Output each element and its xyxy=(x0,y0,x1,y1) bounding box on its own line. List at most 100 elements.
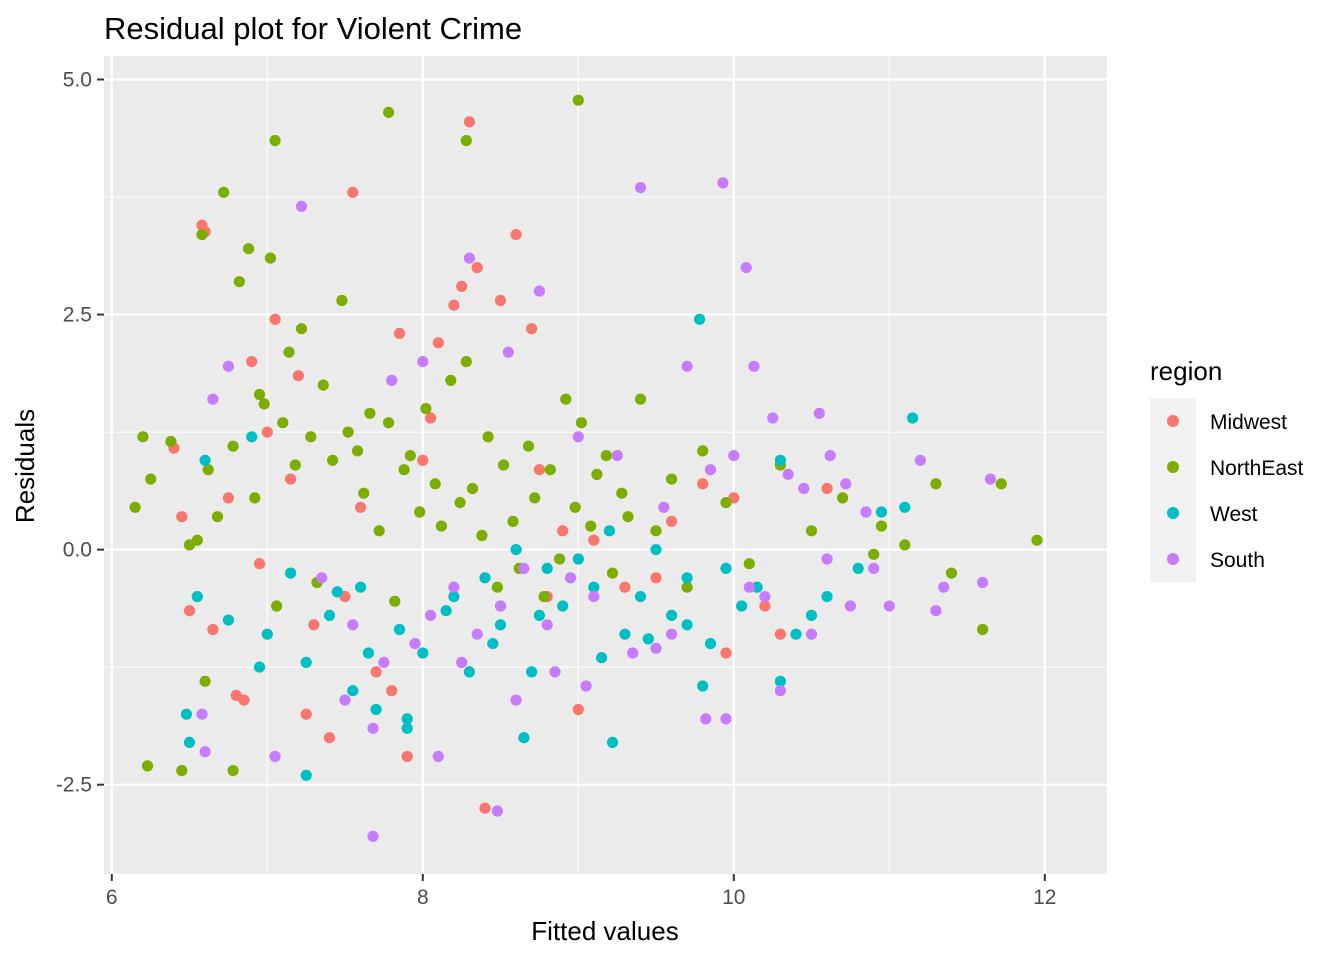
legend-label-northeast: NorthEast xyxy=(1210,457,1304,480)
data-point xyxy=(743,581,755,593)
data-point xyxy=(805,628,818,640)
data-point xyxy=(720,562,732,575)
data-point xyxy=(386,685,398,697)
data-point xyxy=(196,708,208,720)
data-point xyxy=(243,243,255,255)
data-point xyxy=(533,285,546,297)
data-point xyxy=(202,464,214,476)
data-point xyxy=(596,652,608,664)
data-point xyxy=(681,572,693,584)
data-point xyxy=(502,346,514,358)
data-point xyxy=(930,478,942,490)
data-point xyxy=(448,581,460,593)
data-point xyxy=(383,106,395,118)
data-point xyxy=(445,374,457,386)
data-point xyxy=(238,694,250,706)
data-point xyxy=(650,572,662,584)
data-point xyxy=(666,609,678,622)
legend: region Midwest NorthEast West South xyxy=(1150,356,1304,582)
data-point xyxy=(331,586,343,598)
data-point xyxy=(222,360,234,372)
data-point xyxy=(544,464,556,476)
data-point xyxy=(362,647,374,659)
x-tick-label: 6 xyxy=(106,886,118,909)
data-point xyxy=(642,633,654,645)
data-point xyxy=(253,388,266,401)
data-point xyxy=(129,501,141,513)
data-point xyxy=(588,591,600,603)
data-point xyxy=(627,647,639,659)
y-tick-label: 0.0 xyxy=(63,539,92,562)
data-point xyxy=(740,262,752,274)
data-point xyxy=(283,346,295,358)
data-point xyxy=(285,567,297,579)
data-point xyxy=(277,417,289,429)
data-point xyxy=(650,525,662,537)
data-point xyxy=(585,520,597,532)
data-point xyxy=(666,628,678,640)
data-point xyxy=(417,356,429,368)
data-point xyxy=(253,558,266,570)
data-point xyxy=(518,562,530,575)
data-point xyxy=(697,680,709,692)
data-point xyxy=(498,459,510,471)
data-point xyxy=(269,313,281,325)
data-point xyxy=(207,393,219,405)
data-point xyxy=(295,200,308,212)
data-point xyxy=(261,426,273,438)
data-point xyxy=(347,685,359,697)
data-point xyxy=(720,713,732,725)
data-point xyxy=(600,450,612,462)
data-point xyxy=(666,515,678,528)
data-point xyxy=(347,619,359,631)
data-point xyxy=(533,464,546,476)
data-point xyxy=(743,558,755,570)
y-tick-label: 2.5 xyxy=(63,304,92,327)
data-point xyxy=(704,464,717,476)
data-point xyxy=(370,703,382,716)
data-point xyxy=(432,337,444,349)
series-northeast xyxy=(129,94,1043,777)
data-point xyxy=(564,572,577,584)
data-point xyxy=(199,454,211,466)
data-point xyxy=(398,464,410,476)
data-point xyxy=(336,294,348,307)
data-point xyxy=(774,685,787,697)
data-point xyxy=(466,482,479,495)
data-point xyxy=(456,280,468,292)
data-point xyxy=(471,262,483,274)
legend-label-west: West xyxy=(1210,503,1258,526)
data-point xyxy=(393,623,406,636)
data-point xyxy=(782,468,794,480)
data-point xyxy=(541,619,553,631)
data-point xyxy=(491,805,503,817)
y-axis-title: Residuals xyxy=(10,409,40,523)
data-point xyxy=(342,426,354,438)
data-point xyxy=(805,525,818,537)
data-point xyxy=(300,656,312,669)
data-point xyxy=(560,393,572,405)
data-point xyxy=(253,661,266,673)
data-point xyxy=(308,619,320,631)
data-point xyxy=(899,539,911,551)
data-point xyxy=(479,802,491,814)
data-point xyxy=(774,454,787,466)
chart-title: Residual plot for Violent Crime xyxy=(104,11,522,46)
series-midwest xyxy=(168,116,833,814)
data-point xyxy=(591,468,603,480)
data-point xyxy=(476,529,488,542)
major-gridlines xyxy=(104,56,1107,874)
data-point xyxy=(907,412,919,424)
data-point xyxy=(300,708,312,720)
data-point xyxy=(364,407,376,419)
data-point xyxy=(844,600,857,612)
data-point xyxy=(183,539,196,551)
data-point xyxy=(409,638,421,650)
data-point xyxy=(351,445,364,457)
data-point xyxy=(448,299,460,311)
data-point xyxy=(790,628,802,640)
data-point xyxy=(557,525,569,537)
data-point xyxy=(367,830,379,843)
data-point xyxy=(317,379,329,391)
data-point xyxy=(137,431,149,443)
